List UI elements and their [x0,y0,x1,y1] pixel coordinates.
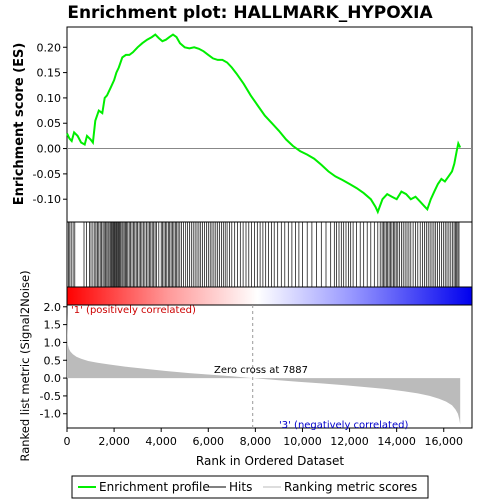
es-y-tick-label: 0.10 [37,92,62,105]
es-y-axis-label: Enrichment score (ES) [12,43,27,206]
x-tick-label: 2,000 [98,435,130,448]
enrichment-profile-line [66,33,462,215]
rank-y-axis-label: Ranked list metric (Signal2Noise) [18,270,32,461]
x-axis-ticks: 0 2,000 4,000 6,000 8,000 10,000 12,000 14,000 1… [64,428,463,448]
x-tick-label: 14,000 [377,435,416,448]
hit-markers [68,222,460,287]
es-y-tick-label: 0.20 [37,41,62,54]
legend: Enrichment profile Hits Ranking metric s… [71,475,429,499]
es-y-ticks: -0.10 -0.05 0.00 0.05 0.10 0.15 0.20 [33,41,67,206]
hits-panel [66,221,473,288]
rank-y-tick-label: -1.0 [40,408,61,421]
rank-panel-frame [66,304,473,429]
x-tick-label: 10,000 [283,435,322,448]
rank-y-tick-label: 1.0 [44,336,62,349]
es-y-tick-label: 0.15 [37,67,62,80]
x-tick-label: 8,000 [240,435,272,448]
x-tick-label: 4,000 [145,435,177,448]
x-tick-label: 0 [64,435,71,448]
es-panel-frame [66,26,473,223]
legend-enrichment-label: Enrichment profile [99,480,210,494]
legend-ranking-label: Ranking metric scores [284,480,417,494]
rank-y-tick-label: 2.0 [44,301,62,314]
rank-y-tick-label: -0.5 [40,390,61,403]
negative-correlation-label: '3' (negatively correlated) [279,420,408,431]
legend-hits-label: Hits [229,480,252,494]
x-tick-label: 6,000 [193,435,225,448]
x-tick-label: 12,000 [330,435,369,448]
correlation-colorbar [66,286,473,306]
rank-y-tick-label: 0.0 [44,372,62,385]
zero-cross-label: Zero cross at 7887 [214,365,308,376]
x-tick-label: 16,000 [424,435,463,448]
positive-correlation-label: '1' (positively correlated) [71,305,196,316]
rank-y-ticks: -1.0 -0.5 0.0 0.5 1.0 1.5 2.0 [40,301,67,421]
es-y-tick-label: 0.00 [37,143,62,156]
rank-y-tick-label: 0.5 [44,354,62,367]
chart-title: Enrichment plot: HALLMARK_HYPOXIA [67,3,433,23]
rank-panel: -1.0 -0.5 0.0 0.5 1.0 1.5 2.0 Zero cross at 78… [18,270,473,462]
legend-box [71,475,429,499]
es-y-tick-label: -0.05 [33,168,61,181]
x-axis-label: Rank in Ordered Dataset [196,454,344,468]
es-panel: -0.10 -0.05 0.00 0.05 0.10 0.15 0.20 Enrichmen… [12,26,473,223]
es-y-tick-label: -0.10 [33,193,61,206]
es-y-tick-label: 0.05 [37,117,62,130]
rank-y-tick-label: 1.5 [44,319,62,332]
